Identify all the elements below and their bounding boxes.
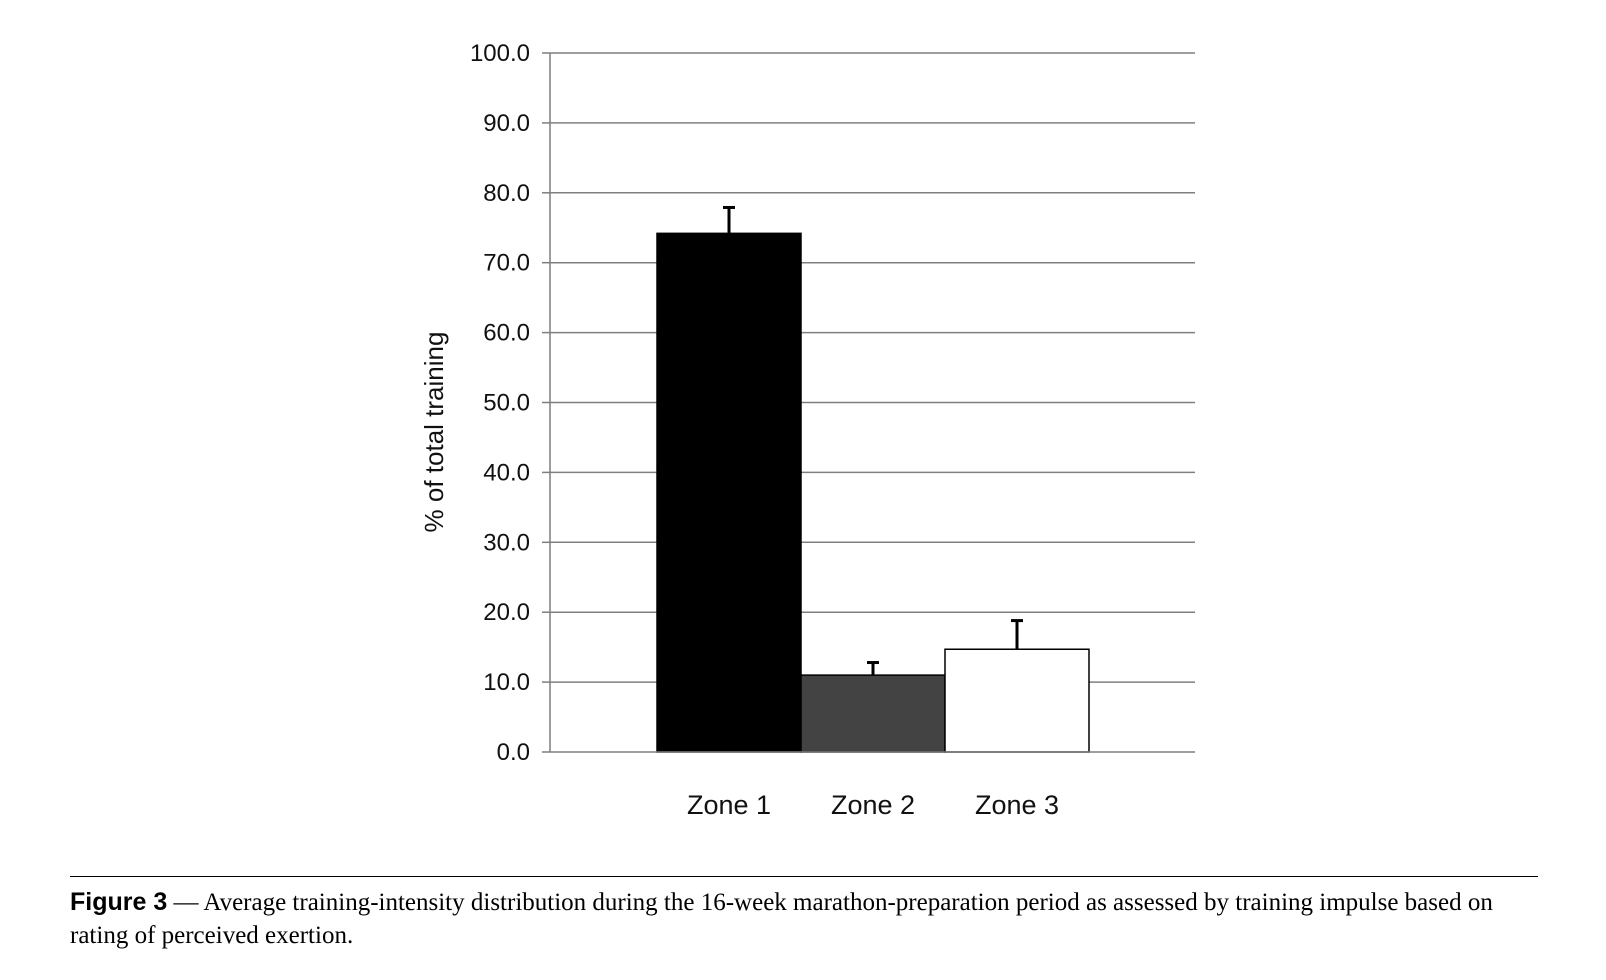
figure-caption: Figure 3 — Average training-intensity di… xyxy=(70,886,1550,952)
x-category-label: Zone 3 xyxy=(975,790,1059,820)
caption-divider xyxy=(70,876,1538,877)
axes xyxy=(542,52,1195,753)
caption-text: — Average training-intensity distributio… xyxy=(70,889,1493,949)
y-tick-label: 40.0 xyxy=(483,459,530,486)
y-tick-label: 10.0 xyxy=(483,669,530,696)
y-tick-label: 60.0 xyxy=(483,320,530,347)
y-tick-label: 100.0 xyxy=(470,40,530,67)
bar-zone-1 xyxy=(656,232,802,753)
y-tick-label: 0.0 xyxy=(497,739,530,766)
y-tick-label: 80.0 xyxy=(483,180,530,207)
x-category-label: Zone 1 xyxy=(687,790,771,820)
bar-zone-2 xyxy=(800,674,946,753)
error-bars xyxy=(723,205,1023,676)
bar-chart: 0.0 10.0 20.0 30.0 40.0 50.0 60.0 70.0 80.0 90.0 1… xyxy=(419,40,1195,820)
y-tick-label: 20.0 xyxy=(483,599,530,626)
bar-zone-3 xyxy=(944,648,1090,753)
y-tick-label: 50.0 xyxy=(483,390,530,417)
y-axis-label: % of total training xyxy=(419,332,449,533)
gridlines xyxy=(550,52,1195,683)
figure-label: Figure 3 xyxy=(70,888,168,916)
x-category-labels: Zone 1 Zone 2 Zone 3 xyxy=(687,790,1059,820)
y-tick-label: 90.0 xyxy=(483,110,530,137)
x-category-label: Zone 2 xyxy=(831,790,915,820)
y-tick-labels: 0.0 10.0 20.0 30.0 40.0 50.0 60.0 70.0 80.0 90.0 1… xyxy=(470,40,530,766)
y-tick-label: 70.0 xyxy=(483,250,530,277)
y-tick-label: 30.0 xyxy=(483,529,530,556)
